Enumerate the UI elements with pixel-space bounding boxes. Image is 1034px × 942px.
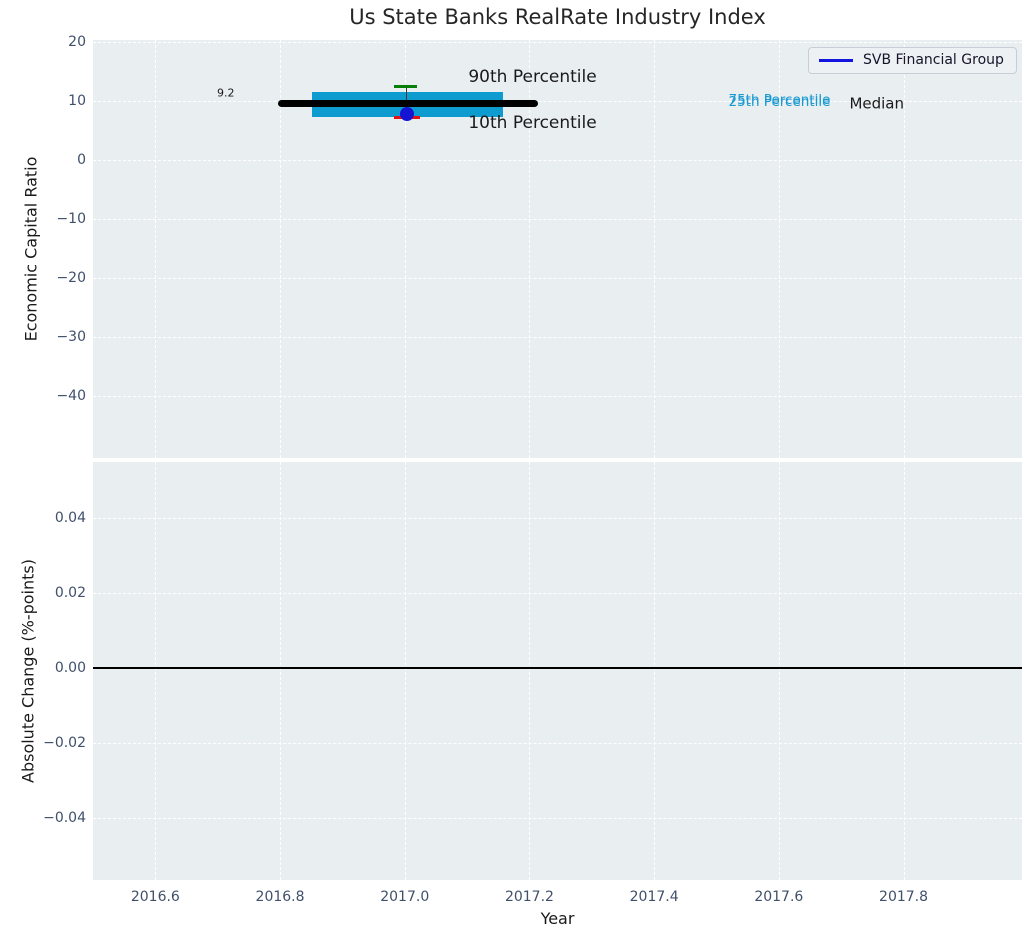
x-tick-label: 2016.6: [115, 888, 195, 906]
gridline-vertical: [405, 462, 406, 880]
annotation-10th-percentile: 10th Percentile: [468, 114, 596, 134]
gridline-horizontal: [93, 337, 1022, 338]
legend-box: SVB Financial Group: [808, 47, 1017, 74]
annotation-90th-percentile: 90th Percentile: [468, 68, 596, 88]
gridline-horizontal: [93, 160, 1022, 161]
y-tick-label: 20: [14, 33, 86, 51]
gridline-horizontal: [93, 396, 1022, 397]
gridline-horizontal: [93, 518, 1022, 519]
x-axis-label: Year: [93, 909, 1022, 928]
gridline-vertical: [904, 462, 905, 880]
gridline-vertical: [155, 462, 156, 880]
y-axis-label-bottom: Absolute Change (%-points): [19, 559, 38, 783]
svb-marker-dot: [400, 107, 414, 121]
x-tick-label: 2017.8: [864, 888, 944, 906]
gridline-vertical: [155, 40, 156, 458]
gridline-horizontal: [93, 818, 1022, 819]
p90-cap: [394, 85, 417, 88]
figure-canvas: Us State Banks RealRate Industry Index 2…: [0, 0, 1034, 942]
y-tick-label: 0.04: [14, 509, 86, 527]
y-axis-label-top: Economic Capital Ratio: [22, 157, 41, 342]
gridline-vertical: [779, 462, 780, 880]
x-tick-label: 2017.0: [365, 888, 445, 906]
gridline-vertical: [280, 462, 281, 880]
x-tick-label: 2016.8: [240, 888, 320, 906]
gridline-horizontal: [93, 219, 1022, 220]
gridline-vertical: [654, 40, 655, 458]
gridline-vertical: [529, 462, 530, 880]
y-tick-label: −40: [14, 387, 86, 405]
annotation-25th-percentile: 25th Percentile: [728, 95, 830, 111]
gridline-horizontal: [93, 42, 1022, 43]
x-tick-label: 2017.4: [614, 888, 694, 906]
gridline-vertical: [654, 462, 655, 880]
x-tick-label: 2017.2: [489, 888, 569, 906]
legend-label: SVB Financial Group: [863, 52, 1004, 68]
gridline-horizontal: [93, 278, 1022, 279]
y-tick-label: 10: [14, 92, 86, 110]
annotation-9-2: 9.2: [217, 87, 235, 100]
median-line: [278, 100, 537, 107]
annotation-median: Median: [849, 95, 904, 112]
gridline-horizontal: [93, 743, 1022, 744]
y-tick-label: −0.04: [14, 809, 86, 827]
zero-line: [93, 667, 1022, 669]
x-tick-label: 2017.6: [739, 888, 819, 906]
legend-line-sample-icon: [819, 59, 853, 62]
gridline-horizontal: [93, 593, 1022, 594]
